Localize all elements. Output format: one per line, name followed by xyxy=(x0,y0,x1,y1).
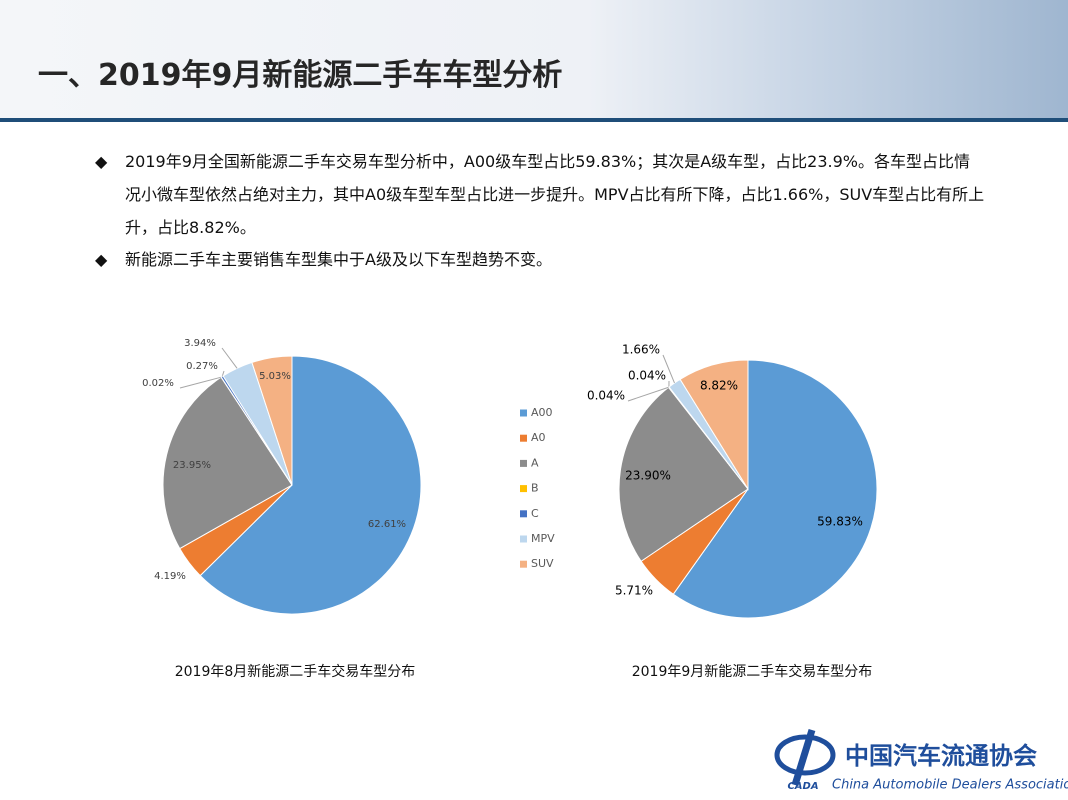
data-label: 8.82% xyxy=(700,379,738,393)
bullet-icon: ◆ xyxy=(95,250,108,269)
logo-name: 中国汽车流通协会 xyxy=(845,742,1037,770)
legend-label: A xyxy=(531,456,539,469)
logo-abbr: CADA xyxy=(787,781,818,792)
data-label: 62.61% xyxy=(368,519,406,530)
data-label: 23.90% xyxy=(625,469,671,483)
data-label: 0.02% xyxy=(142,378,174,389)
chart-title: 2019年9月新能源二手车交易车型分布 xyxy=(632,663,873,680)
page-title: 一、2019年9月新能源二手车车型分析 xyxy=(38,58,563,93)
legend-swatch xyxy=(520,409,527,417)
legend-label: A0 xyxy=(531,431,546,444)
data-label: 4.19% xyxy=(154,571,186,582)
legend-swatch xyxy=(520,560,527,568)
data-label: 0.27% xyxy=(186,361,218,372)
legend-label: B xyxy=(531,482,539,495)
data-label: 59.83% xyxy=(817,515,863,529)
data-label: 0.04% xyxy=(628,369,666,383)
pie-slice xyxy=(162,376,293,550)
legend-swatch xyxy=(520,535,527,543)
pie-slice xyxy=(251,355,293,486)
leader-line xyxy=(662,354,675,384)
chart-title: 2019年8月新能源二手车交易车型分布 xyxy=(175,663,416,680)
data-label: 3.94% xyxy=(184,338,216,349)
logo-icon xyxy=(774,734,836,776)
logo-english: China Automobile Dealers Association xyxy=(832,778,1068,793)
data-label: 23.95% xyxy=(173,460,211,471)
legend-swatch xyxy=(520,459,527,467)
bullet-icon: ◆ xyxy=(95,152,108,171)
leader-line xyxy=(221,370,225,377)
pie-slice xyxy=(672,359,878,619)
data-label: 1.66% xyxy=(622,343,660,357)
data-label: 0.04% xyxy=(587,389,625,403)
data-label: 5.71% xyxy=(615,584,653,598)
legend-label: MPV xyxy=(531,532,555,545)
bullet: ◆ 2019年9月全国新能源二手车交易车型分析中，A00级车型占比59.83%；其… xyxy=(95,145,985,244)
logo-icon xyxy=(791,728,816,787)
legend-swatch xyxy=(520,510,527,518)
leader-line xyxy=(627,386,669,402)
legend-label: C xyxy=(531,507,539,520)
pie-slice xyxy=(199,355,422,615)
bullet-text: 新能源二手车主要销售车型集中于A级及以下车型趋势不变。 xyxy=(125,250,552,269)
logo: CADA 中国汽车流通协会 China Automobile Dealers A… xyxy=(774,728,1068,793)
leader-line xyxy=(179,376,222,389)
pie-slice xyxy=(679,359,749,491)
header-band xyxy=(0,0,1068,122)
leader-line xyxy=(221,347,238,369)
pie-slice xyxy=(618,386,749,562)
legend-label: A00 xyxy=(531,406,553,419)
data-label: 5.03% xyxy=(259,371,291,382)
bullet-text: 2019年9月全国新能源二手车交易车型分析中，A00级车型占比59.83%；其次… xyxy=(125,152,985,237)
legend-swatch xyxy=(520,434,527,442)
legend-swatch xyxy=(520,485,527,493)
legend-label: SUV xyxy=(531,557,554,570)
bullet: ◆ 新能源二手车主要销售车型集中于A级及以下车型趋势不变。 xyxy=(95,243,985,276)
